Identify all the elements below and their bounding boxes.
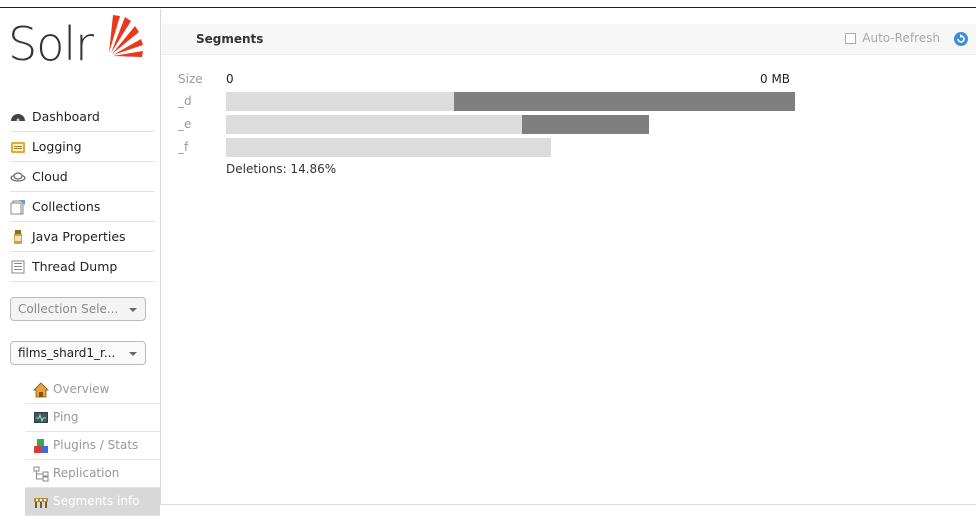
segment-deleted-portion [454, 92, 795, 111]
core-selector[interactable]: films_shard1_r... [10, 341, 146, 365]
core-menu-label-segments-info: Segments info [53, 494, 140, 508]
size-max: 0 MB [760, 72, 791, 86]
nav-item-logging[interactable]: Logging [10, 132, 155, 162]
main-nav: Dashboard Logging Cloud Collections Java… [10, 102, 155, 282]
top-border [0, 0, 976, 8]
core-menu-item-replication[interactable]: Replication [25, 460, 160, 488]
auto-refresh-label: Auto-Refresh [862, 31, 940, 45]
refresh-icon[interactable] [954, 32, 968, 46]
sidebar: Solr Dashboard Logging Cloud Collecti [0, 9, 160, 516]
solr-logo[interactable]: Solr [8, 13, 158, 73]
thread-dump-icon [11, 260, 25, 273]
ping-icon [34, 411, 48, 423]
nav-item-thread-dump[interactable]: Thread Dump [10, 252, 155, 282]
core-menu-item-segments-info[interactable]: Segments info [25, 488, 160, 516]
segment-label: _e [178, 117, 192, 131]
nav-label-logging: Logging [32, 139, 82, 154]
nav-item-collections[interactable]: Collections [10, 192, 155, 222]
collection-selector[interactable]: Collection Sele... [10, 297, 146, 321]
plugins-icon [34, 438, 48, 453]
java-properties-icon [14, 229, 22, 244]
dashboard-icon [11, 113, 25, 121]
nav-label-cloud: Cloud [32, 169, 68, 184]
segment-deleted-portion [522, 115, 649, 134]
logo-text: Solr [8, 17, 94, 71]
segment-bar [226, 138, 551, 157]
auto-refresh-checkbox[interactable] [845, 32, 857, 44]
segments-icon [34, 497, 48, 508]
page-title: Segments [196, 32, 264, 46]
collections-icon [10, 199, 25, 214]
core-menu-label-overview: Overview [53, 382, 110, 396]
segment-bar [226, 115, 649, 134]
nav-item-cloud[interactable]: Cloud [10, 162, 155, 192]
collection-selector-value: Collection Sele... [18, 302, 119, 316]
core-menu-item-overview[interactable]: Overview [25, 376, 160, 404]
nav-label-java-properties: Java Properties [32, 229, 126, 244]
auto-refresh-toggle[interactable]: Auto-Refresh [845, 31, 940, 45]
nav-item-dashboard[interactable]: Dashboard [10, 102, 155, 132]
core-menu-item-plugins[interactable]: Plugins / Stats [25, 432, 160, 460]
overview-icon [33, 381, 49, 397]
segments-header: Segments Auto-Refresh [161, 24, 976, 55]
nav-label-dashboard: Dashboard [32, 109, 100, 124]
core-selector-value: films_shard1_r... [18, 346, 116, 360]
logging-icon [11, 141, 25, 153]
nav-label-collections: Collections [32, 199, 101, 214]
core-menu: Overview Ping Plugins / Stats Replicatio… [25, 376, 160, 516]
chevron-down-icon [129, 308, 137, 312]
solr-sunburst-icon [109, 15, 143, 57]
size-min: 0 [226, 72, 234, 86]
segment-label: _d [178, 94, 192, 108]
nav-item-java-properties[interactable]: Java Properties [10, 222, 155, 252]
size-label: Size [178, 72, 203, 86]
chevron-down-icon [129, 352, 137, 356]
cloud-icon [10, 171, 26, 182]
nav-label-thread-dump: Thread Dump [32, 259, 118, 274]
segment-bar [226, 92, 795, 111]
core-menu-item-ping[interactable]: Ping [25, 404, 160, 432]
core-menu-label-replication: Replication [53, 466, 120, 480]
replication-icon [33, 466, 49, 481]
core-menu-label-plugins: Plugins / Stats [53, 438, 139, 452]
core-menu-label-ping: Ping [53, 410, 79, 424]
deletions-summary: Deletions: 14.86% [226, 162, 337, 176]
segment-label: _f [178, 140, 189, 154]
main-panel: Segments Auto-Refresh Size 0 0 MB _d _e _f… [160, 9, 976, 505]
